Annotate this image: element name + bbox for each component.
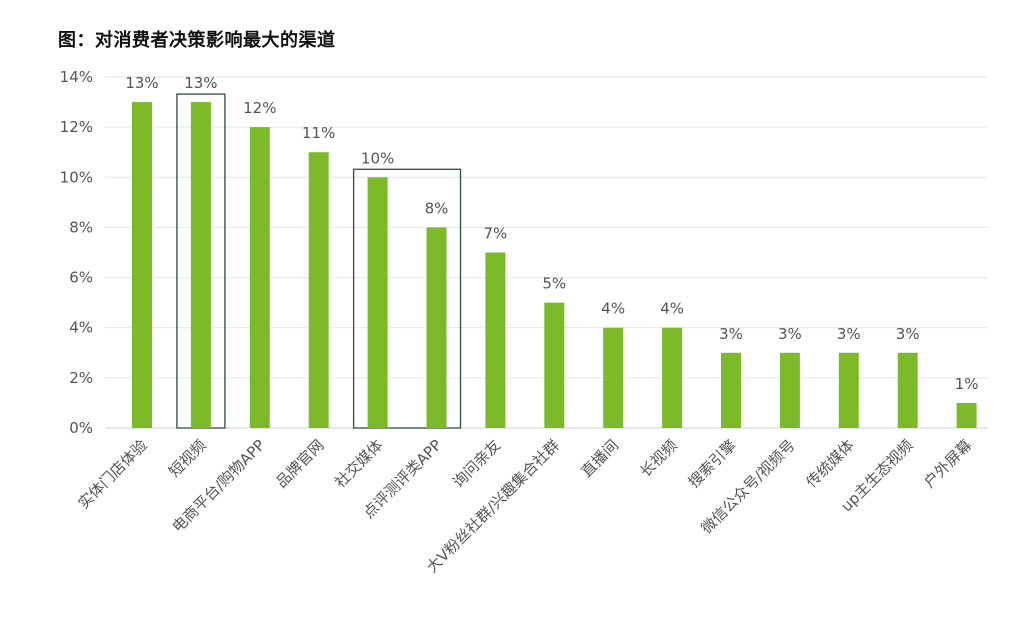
- bar: [249, 127, 270, 429]
- bar: [779, 352, 800, 428]
- y-tick-label: 0%: [69, 419, 93, 437]
- y-tick-label: 12%: [60, 118, 93, 136]
- value-label: 4%: [660, 300, 684, 318]
- bar: [485, 252, 506, 428]
- y-tick-label: 4%: [69, 319, 93, 337]
- value-label: 3%: [778, 325, 802, 343]
- category-label: 长视频: [636, 436, 681, 481]
- category-label: 品牌官网: [272, 436, 327, 491]
- bar: [838, 352, 859, 428]
- bar: [367, 177, 388, 428]
- bars: [132, 102, 977, 429]
- bar: [426, 227, 447, 428]
- bar: [190, 102, 211, 429]
- category-label: 户外屏幕: [920, 436, 975, 491]
- value-label: 3%: [837, 325, 861, 343]
- category-label: 搜索引擎: [685, 436, 740, 491]
- y-tick-label: 2%: [69, 369, 93, 387]
- bar: [132, 102, 152, 429]
- value-label: 10%: [361, 149, 394, 167]
- category-label: 社交媒体: [331, 436, 386, 491]
- highlight-box: [352, 168, 462, 429]
- category-label: 实体门店体验: [74, 436, 150, 512]
- y-tick-label: 6%: [69, 269, 93, 287]
- value-label: 13%: [125, 74, 158, 92]
- y-tick-label: 10%: [60, 168, 93, 186]
- bar: [897, 352, 918, 428]
- bar: [662, 327, 683, 428]
- value-label: 12%: [243, 99, 276, 117]
- chart-title: 图：对消费者决策影响最大的渠道: [58, 30, 336, 51]
- value-label: 7%: [484, 225, 508, 243]
- category-label: 短视频: [165, 436, 210, 481]
- bar: [603, 327, 624, 428]
- value-label: 8%: [425, 199, 449, 217]
- bar: [544, 302, 565, 428]
- category-label: 直播间: [577, 436, 622, 481]
- y-axis-ticks: 0% 2% 4% 6% 8% 10% 12% 14%: [60, 68, 93, 437]
- value-labels: 13% 13% 12% 11% 10% 8% 7% 5% 4% 4% 3% 3% 3% 3% 1%: [125, 74, 978, 393]
- bar: [308, 152, 329, 428]
- value-label: 11%: [302, 124, 335, 142]
- category-label: 询问亲友: [449, 436, 504, 491]
- bar: [956, 402, 977, 428]
- y-tick-label: 8%: [69, 218, 93, 236]
- value-label: 13%: [184, 74, 217, 92]
- y-tick-label: 14%: [60, 68, 93, 86]
- value-label: 5%: [542, 275, 566, 293]
- category-label: 传统媒体: [802, 436, 857, 491]
- value-label: 3%: [896, 325, 920, 343]
- value-label: 1%: [955, 375, 979, 393]
- value-label: 4%: [601, 300, 625, 318]
- bar: [721, 352, 741, 428]
- value-label: 3%: [719, 325, 743, 343]
